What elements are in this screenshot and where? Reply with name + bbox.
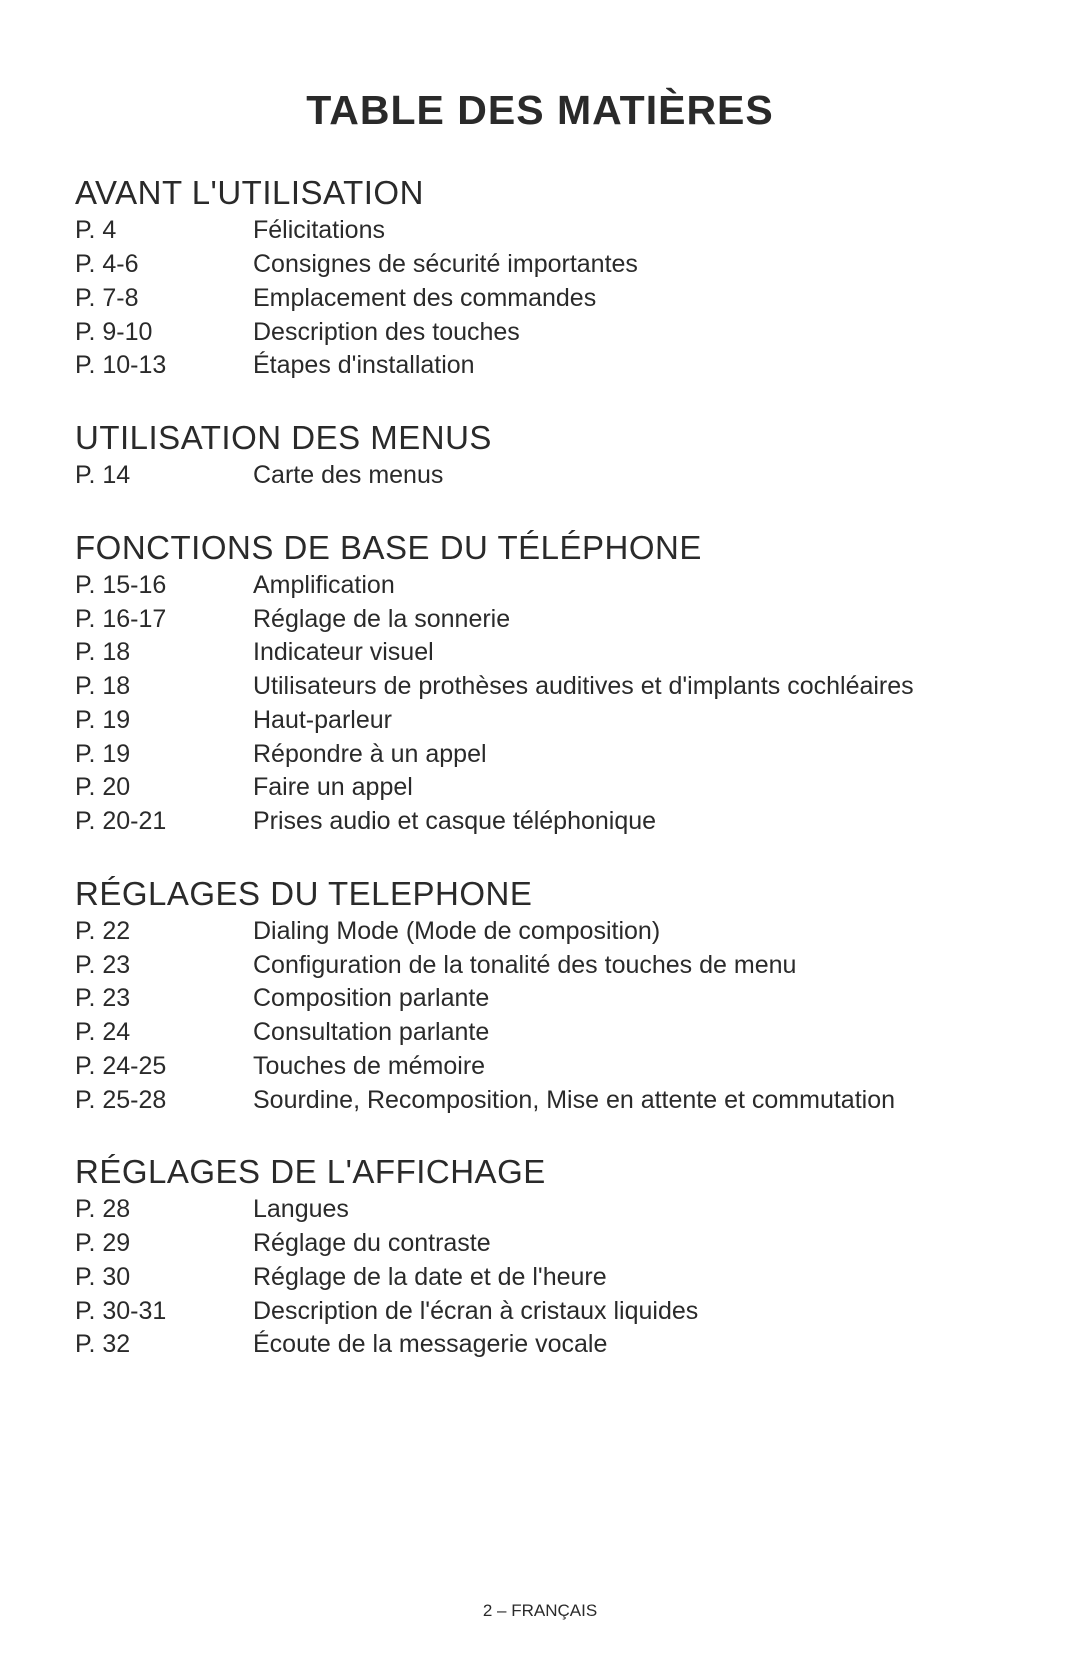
section-entries: P. 14Carte des menus	[75, 459, 1005, 493]
entry-label: Carte des menus	[253, 459, 1005, 493]
toc-section: AVANT L'UTILISATIONP. 4FélicitationsP. 4…	[75, 174, 1005, 383]
toc-entry: P. 4Félicitations	[75, 214, 1005, 248]
entry-label: Description des touches	[253, 316, 1005, 350]
entry-label: Dialing Mode (Mode de composition)	[253, 915, 1005, 949]
entry-label: Faire un appel	[253, 771, 1005, 805]
entry-page: P. 4-6	[75, 248, 253, 282]
entry-page: P. 25-28	[75, 1084, 253, 1118]
page-title: TABLE DES MATIÈRES	[75, 87, 1005, 134]
toc-entry: P. 28Langues	[75, 1193, 1005, 1227]
entry-page: P. 14	[75, 459, 253, 493]
toc-entry: P. 18Indicateur visuel	[75, 636, 1005, 670]
entry-label: Sourdine, Recomposition, Mise en attente…	[253, 1084, 1005, 1118]
entry-page: P. 7-8	[75, 282, 253, 316]
toc-entry: P. 20-21Prises audio et casque téléphoni…	[75, 805, 1005, 839]
document-page: TABLE DES MATIÈRES AVANT L'UTILISATIONP.…	[0, 0, 1080, 1669]
toc-entry: P. 10-13Étapes d'installation	[75, 349, 1005, 383]
entry-label: Amplification	[253, 569, 1005, 603]
section-entries: P. 22Dialing Mode (Mode de composition)P…	[75, 915, 1005, 1118]
entry-label: Félicitations	[253, 214, 1005, 248]
toc-entry: P. 24-25Touches de mémoire	[75, 1050, 1005, 1084]
toc-sections: AVANT L'UTILISATIONP. 4FélicitationsP. 4…	[75, 174, 1005, 1362]
entry-page: P. 20	[75, 771, 253, 805]
section-heading: FONCTIONS DE BASE DU TÉLÉPHONE	[75, 529, 1005, 567]
entry-label: Indicateur visuel	[253, 636, 1005, 670]
entry-page: P. 15-16	[75, 569, 253, 603]
section-heading: RÉGLAGES DE L'AFFICHAGE	[75, 1153, 1005, 1191]
entry-page: P. 30	[75, 1261, 253, 1295]
toc-entry: P. 15-16Amplification	[75, 569, 1005, 603]
entry-page: P. 32	[75, 1328, 253, 1362]
toc-entry: P. 19Répondre à un appel	[75, 738, 1005, 772]
section-heading: AVANT L'UTILISATION	[75, 174, 1005, 212]
section-entries: P. 4FélicitationsP. 4-6Consignes de sécu…	[75, 214, 1005, 383]
entry-page: P. 19	[75, 704, 253, 738]
section-entries: P. 28LanguesP. 29Réglage du contrasteP. …	[75, 1193, 1005, 1362]
entry-page: P. 19	[75, 738, 253, 772]
toc-entry: P. 16-17Réglage de la sonnerie	[75, 603, 1005, 637]
toc-entry: P. 14Carte des menus	[75, 459, 1005, 493]
toc-section: FONCTIONS DE BASE DU TÉLÉPHONEP. 15-16Am…	[75, 529, 1005, 839]
entry-page: P. 30-31	[75, 1295, 253, 1329]
entry-page: P. 24-25	[75, 1050, 253, 1084]
toc-entry: P. 24Consultation parlante	[75, 1016, 1005, 1050]
entry-page: P. 23	[75, 982, 253, 1016]
entry-label: Langues	[253, 1193, 1005, 1227]
toc-entry: P. 30Réglage de la date et de l'heure	[75, 1261, 1005, 1295]
entry-page: P. 18	[75, 670, 253, 704]
entry-label: Prises audio et casque téléphonique	[253, 805, 1005, 839]
toc-entry: P. 32Écoute de la messagerie vocale	[75, 1328, 1005, 1362]
entry-label: Description de l'écran à cristaux liquid…	[253, 1295, 1005, 1329]
entry-page: P. 28	[75, 1193, 253, 1227]
toc-entry: P. 4-6Consignes de sécurité importantes	[75, 248, 1005, 282]
entry-label: Touches de mémoire	[253, 1050, 1005, 1084]
toc-entry: P. 7-8Emplacement des commandes	[75, 282, 1005, 316]
entry-page: P. 16-17	[75, 603, 253, 637]
entry-page: P. 29	[75, 1227, 253, 1261]
entry-label: Réglage de la date et de l'heure	[253, 1261, 1005, 1295]
toc-entry: P. 23Configuration de la tonalité des to…	[75, 949, 1005, 983]
entry-label: Emplacement des commandes	[253, 282, 1005, 316]
entry-label: Utilisateurs de prothèses auditives et d…	[253, 670, 1005, 704]
toc-entry: P. 29Réglage du contraste	[75, 1227, 1005, 1261]
entry-page: P. 20-21	[75, 805, 253, 839]
section-heading: UTILISATION DES MENUS	[75, 419, 1005, 457]
entry-label: Étapes d'installation	[253, 349, 1005, 383]
entry-page: P. 9-10	[75, 316, 253, 350]
entry-label: Composition parlante	[253, 982, 1005, 1016]
toc-section: RÉGLAGES DU TELEPHONEP. 22Dialing Mode (…	[75, 875, 1005, 1118]
toc-entry: P. 22Dialing Mode (Mode de composition)	[75, 915, 1005, 949]
toc-section: RÉGLAGES DE L'AFFICHAGEP. 28LanguesP. 29…	[75, 1153, 1005, 1362]
entry-page: P. 10-13	[75, 349, 253, 383]
entry-page: P. 23	[75, 949, 253, 983]
entry-label: Répondre à un appel	[253, 738, 1005, 772]
toc-section: UTILISATION DES MENUSP. 14Carte des menu…	[75, 419, 1005, 493]
toc-entry: P. 18Utilisateurs de prothèses auditives…	[75, 670, 1005, 704]
entry-label: Réglage du contraste	[253, 1227, 1005, 1261]
section-heading: RÉGLAGES DU TELEPHONE	[75, 875, 1005, 913]
entry-page: P. 4	[75, 214, 253, 248]
toc-entry: P. 23Composition parlante	[75, 982, 1005, 1016]
entry-label: Réglage de la sonnerie	[253, 603, 1005, 637]
entry-page: P. 24	[75, 1016, 253, 1050]
entry-page: P. 22	[75, 915, 253, 949]
entry-label: Configuration de la tonalité des touches…	[253, 949, 1005, 983]
entry-label: Consultation parlante	[253, 1016, 1005, 1050]
section-entries: P. 15-16AmplificationP. 16-17Réglage de …	[75, 569, 1005, 839]
toc-entry: P. 9-10Description des touches	[75, 316, 1005, 350]
toc-entry: P. 30-31Description de l'écran à cristau…	[75, 1295, 1005, 1329]
entry-label: Haut-parleur	[253, 704, 1005, 738]
entry-label: Consignes de sécurité importantes	[253, 248, 1005, 282]
toc-entry: P. 20Faire un appel	[75, 771, 1005, 805]
toc-entry: P. 19Haut-parleur	[75, 704, 1005, 738]
entry-label: Écoute de la messagerie vocale	[253, 1328, 1005, 1362]
toc-entry: P. 25-28Sourdine, Recomposition, Mise en…	[75, 1084, 1005, 1118]
page-footer: 2 – FRANÇAIS	[0, 1601, 1080, 1621]
entry-page: P. 18	[75, 636, 253, 670]
